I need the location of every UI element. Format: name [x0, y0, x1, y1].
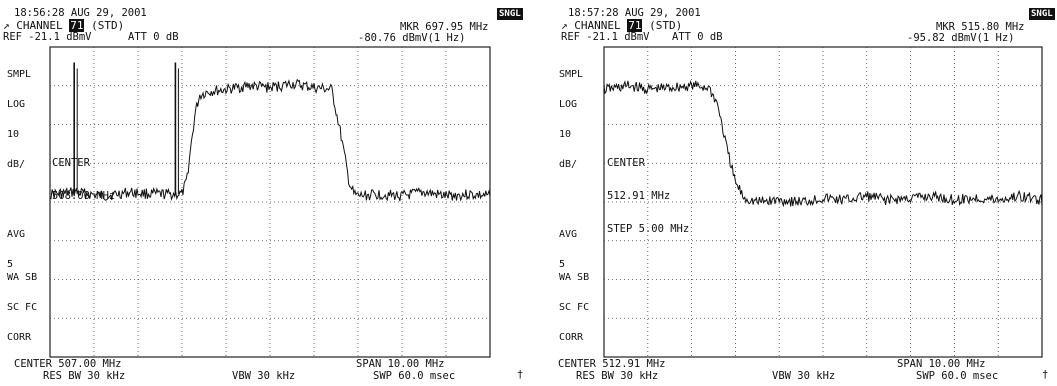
- sweep-mode-badge: SNGL: [497, 8, 523, 20]
- channel-line: ↗ CHANNEL 71 (STD): [3, 20, 124, 31]
- avg-label: AVG: [559, 230, 583, 240]
- side-scale-unit: dB/: [559, 160, 583, 170]
- bottom-rbw: RES BW 30 kHz: [43, 371, 125, 382]
- side-scale-unit: dB/: [7, 160, 31, 170]
- bottom-vbw: VBW 30 kHz: [772, 371, 835, 382]
- bottom-vbw: VBW 30 kHz: [232, 371, 295, 382]
- side-scale: SMPL LOG 10 dB/: [559, 50, 583, 190]
- sc-fc: SC FC: [7, 303, 37, 313]
- timestamp: 18:57:28 AUG 29, 2001: [568, 8, 701, 19]
- channel-line: ↗ CHANNEL 71 (STD): [561, 20, 682, 31]
- bottom-rbw: RES BW 30 kHz: [576, 371, 658, 382]
- side-smpl: SMPL: [7, 70, 31, 80]
- marker-level: -95.82 dBmV(1 Hz): [907, 33, 1014, 44]
- side-corrections: WA SB SC FC CORR: [559, 253, 589, 363]
- attenuation: ATT 0 dB: [128, 32, 179, 43]
- attenuation: ATT 0 dB: [672, 32, 723, 43]
- side-scale-value: 10: [7, 130, 31, 140]
- timestamp: 18:56:28 AUG 29, 2001: [14, 8, 147, 19]
- ref-level: REF -21.1 dBmV: [561, 32, 650, 43]
- spectrum-plot-right: [604, 47, 1042, 357]
- bottom-span: SPAN 10.00 MHz: [356, 359, 445, 370]
- spectrum-trace: [50, 80, 490, 201]
- side-log: LOG: [559, 100, 583, 110]
- corr: CORR: [7, 333, 37, 343]
- panel-left: 18:56:28 AUG 29, 2001 ↗ CHANNEL 71 (STD)…: [0, 0, 528, 386]
- bottom-span: SPAN 10.00 MHz: [897, 359, 986, 370]
- bottom-swp: SWP 60.0 msec: [373, 371, 455, 382]
- side-log: LOG: [7, 100, 31, 110]
- side-corrections: WA SB SC FC CORR: [7, 253, 37, 363]
- side-scale: SMPL LOG 10 dB/: [7, 50, 31, 190]
- spectrum-plot-left: [50, 47, 490, 357]
- marker-level: -80.76 dBmV(1 Hz): [358, 33, 465, 44]
- wa-sb: WA SB: [559, 273, 589, 283]
- corner-mark: †: [517, 370, 523, 381]
- wa-sb: WA SB: [7, 273, 37, 283]
- ref-level: REF -21.1 dBmV: [3, 32, 92, 43]
- corner-mark: †: [1042, 370, 1048, 381]
- avg-label: AVG: [7, 230, 31, 240]
- side-smpl: SMPL: [559, 70, 583, 80]
- panel-right: 18:57:28 AUG 29, 2001 ↗ CHANNEL 71 (STD)…: [528, 0, 1057, 386]
- sweep-mode-badge: SNGL: [1029, 8, 1055, 20]
- channel-std: (STD): [91, 19, 124, 32]
- bottom-swp: SWP 60.0 msec: [916, 371, 998, 382]
- corr: CORR: [559, 333, 589, 343]
- bottom-center: CENTER 507.00 MHz: [14, 359, 121, 370]
- bottom-center: CENTER 512.91 MHz: [558, 359, 665, 370]
- side-scale-value: 10: [559, 130, 583, 140]
- sc-fc: SC FC: [559, 303, 589, 313]
